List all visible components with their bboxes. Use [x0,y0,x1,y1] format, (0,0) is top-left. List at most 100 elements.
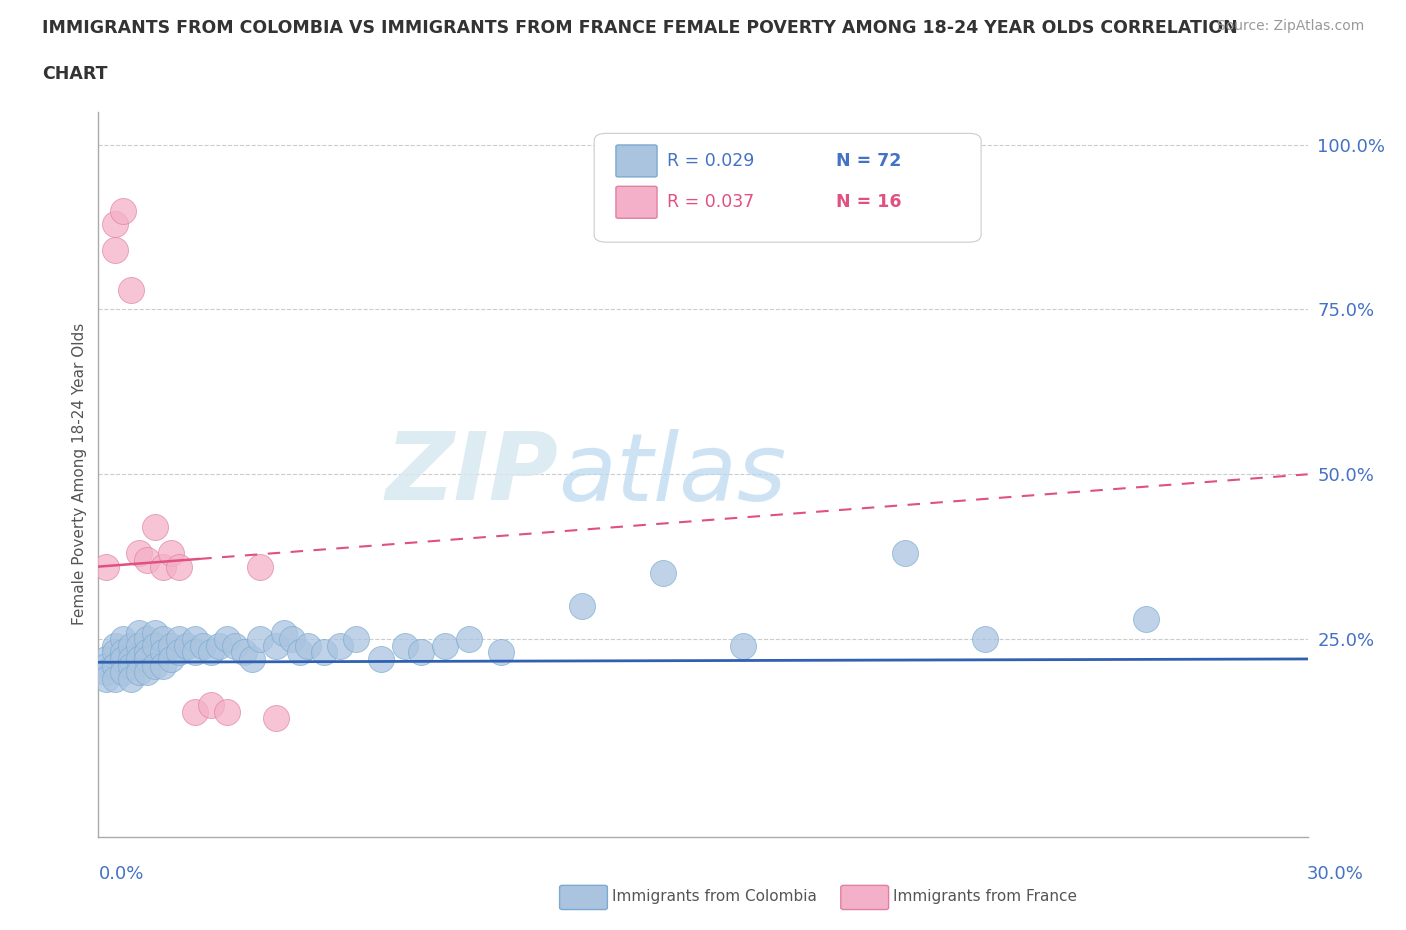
Text: CHART: CHART [42,65,108,83]
Text: R = 0.037: R = 0.037 [666,193,754,211]
Point [152,631,174,646]
Point [193,638,215,653]
Y-axis label: Female Poverty Among 18-24 Year Olds: Female Poverty Among 18-24 Year Olds [72,324,87,626]
Point [96,243,118,258]
Point [135,644,157,659]
Point [156,638,179,653]
Point [128,631,150,646]
Point [139,638,162,653]
Point [103,652,125,667]
Point [107,638,129,653]
Point [100,644,122,659]
Point [96,644,118,659]
Point [143,698,166,712]
Point [111,644,134,659]
Point [370,565,392,580]
Point [107,652,129,667]
Text: IMMIGRANTS FROM COLOMBIA VS IMMIGRANTS FROM FRANCE FEMALE POVERTY AMONG 18-24 YE: IMMIGRANTS FROM COLOMBIA VS IMMIGRANTS F… [42,19,1237,36]
Point [91,652,114,667]
Point [160,644,183,659]
Point [148,638,170,653]
Point [208,638,231,653]
Text: N = 72: N = 72 [837,152,901,170]
Point [167,559,190,574]
Point [240,638,263,653]
Text: Source: ZipAtlas.com: Source: ZipAtlas.com [1216,19,1364,33]
Point [530,631,553,646]
Point [128,644,150,659]
Point [124,638,146,653]
Point [200,644,222,659]
Point [120,559,142,574]
Point [733,644,755,659]
Point [120,658,142,673]
Point [120,631,142,646]
Point [111,552,134,567]
Point [249,644,271,659]
Point [96,658,118,673]
Point [120,644,142,659]
Point [107,625,129,640]
Point [124,546,146,561]
Point [329,599,352,614]
Point [115,638,138,653]
Point [491,546,513,561]
Point [288,644,311,659]
Point [100,665,122,680]
Text: Immigrants from Colombia: Immigrants from Colombia [612,889,817,904]
Point [853,652,876,667]
Point [273,631,295,646]
Point [103,671,125,686]
Point [91,658,114,673]
Point [103,282,125,297]
Point [1216,644,1239,659]
Point [612,612,634,627]
Point [107,665,129,680]
Point [163,652,186,667]
Point [143,644,166,659]
Point [1054,638,1077,653]
Point [115,625,138,640]
Text: 0.0%: 0.0% [98,865,143,883]
Point [167,631,190,646]
Point [91,559,114,574]
Point [100,203,122,218]
Point [934,631,956,646]
Point [111,652,134,667]
Point [100,631,122,646]
Point [128,559,150,574]
Text: atlas: atlas [558,429,786,520]
Text: 30.0%: 30.0% [1308,865,1364,883]
Point [260,638,283,653]
Point [176,638,198,653]
Point [115,520,138,535]
Point [1175,631,1198,646]
Point [96,217,118,232]
Point [91,665,114,680]
Point [96,638,118,653]
Point [180,625,202,640]
Point [111,665,134,680]
FancyBboxPatch shape [616,145,657,177]
Point [135,704,157,719]
Point [176,711,198,725]
Point [217,631,239,646]
Text: Immigrants from France: Immigrants from France [893,889,1077,904]
FancyBboxPatch shape [616,186,657,219]
Point [1135,652,1157,667]
Text: N = 16: N = 16 [837,193,901,211]
Point [111,631,134,646]
Point [152,704,174,719]
Point [103,658,125,673]
Point [100,652,122,667]
Point [124,652,146,667]
Point [107,546,129,561]
FancyBboxPatch shape [595,133,981,242]
Point [184,631,207,646]
Point [103,638,125,653]
Point [96,671,118,686]
Point [228,652,250,667]
Point [188,644,211,659]
Text: R = 0.029: R = 0.029 [666,152,754,170]
Text: ZIP: ZIP [385,429,558,520]
